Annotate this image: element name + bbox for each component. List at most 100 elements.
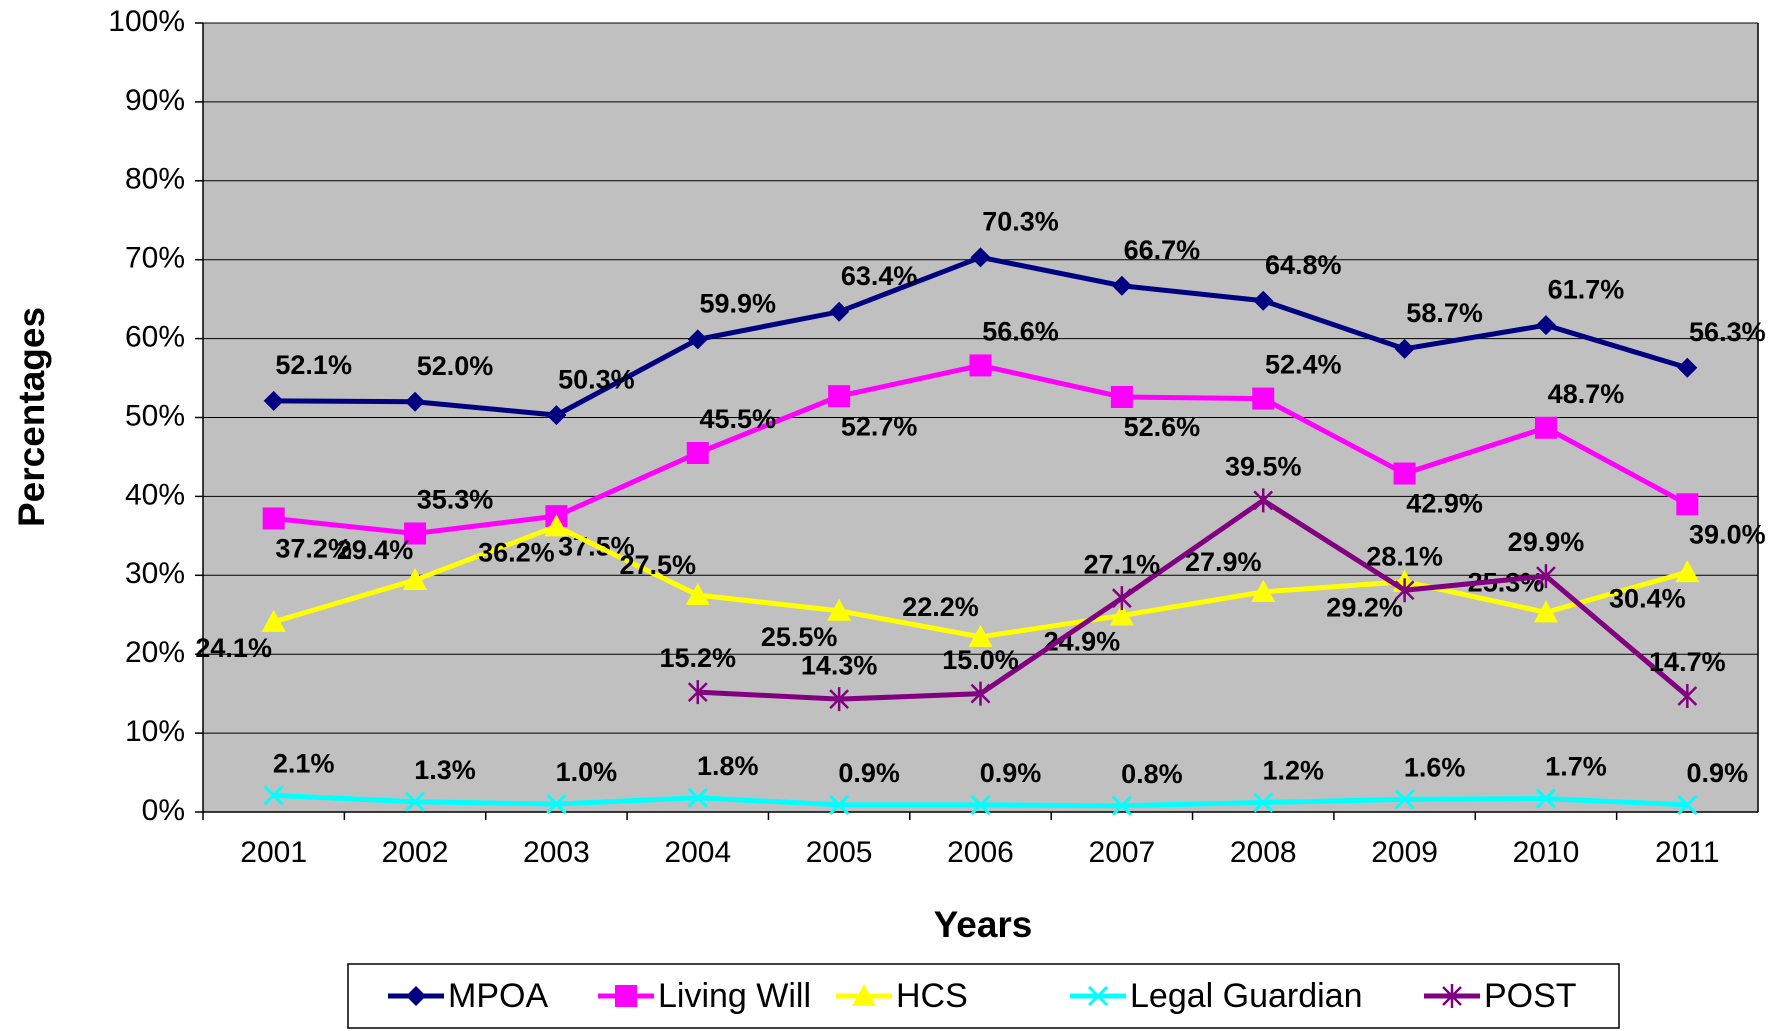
data-point (1252, 387, 1275, 410)
data-label: 1.2% (1262, 756, 1324, 786)
data-point (1675, 560, 1700, 583)
y-tick-label: 0% (142, 794, 185, 827)
data-label: 29.2% (1326, 593, 1403, 623)
data-point (1536, 564, 1556, 589)
legend-marker (615, 985, 637, 1007)
data-label: 52.4% (1265, 350, 1342, 380)
x-tick-label: 2004 (664, 836, 731, 869)
y-tick-label: 40% (125, 478, 185, 511)
data-label: 22.2% (902, 592, 979, 622)
data-label: 50.3% (558, 364, 635, 394)
data-point (687, 680, 708, 705)
legend-label: HCS (896, 977, 968, 1015)
data-point (829, 687, 850, 712)
data-point (262, 507, 285, 530)
data-point (1109, 603, 1134, 626)
data-label: 27.5% (619, 550, 696, 580)
data-point (970, 681, 991, 706)
data-point (970, 247, 991, 268)
legend-label: MPOA (448, 977, 548, 1015)
data-point (1677, 684, 1698, 709)
data-label: 36.2% (478, 538, 555, 568)
x-tick-label: 2008 (1230, 836, 1297, 869)
data-point (1677, 794, 1698, 815)
data-point (685, 583, 710, 606)
y-tick-label: 50% (125, 399, 185, 432)
data-label: 0.8% (1121, 759, 1183, 789)
data-label: 37.2% (275, 534, 352, 564)
y-axis-title: Percentages (11, 307, 52, 527)
data-label: 61.7% (1548, 274, 1625, 304)
data-label: 1.6% (1404, 753, 1466, 783)
data-point (686, 442, 709, 465)
data-label: 24.1% (195, 633, 272, 663)
data-point (969, 354, 992, 377)
legend-label: POST (1484, 977, 1577, 1015)
legend-label: Living Will (658, 977, 811, 1015)
data-point (1533, 600, 1558, 623)
data-label: 14.7% (1649, 647, 1726, 677)
data-point (1534, 416, 1557, 439)
data-label: 39.0% (1689, 519, 1766, 549)
data-label: 14.3% (801, 650, 878, 680)
y-tick-label: 30% (125, 557, 185, 590)
data-point (405, 391, 426, 412)
legend-marker (852, 984, 876, 1006)
data-point (1394, 578, 1415, 603)
data-label: 29.4% (337, 535, 414, 565)
data-label: 27.9% (1185, 547, 1262, 577)
data-point (1393, 462, 1416, 485)
data-point (1111, 795, 1132, 816)
data-label: 1.0% (556, 757, 618, 787)
data-label: 15.2% (659, 643, 736, 673)
data-point (404, 522, 427, 545)
data-point (263, 390, 284, 411)
y-tick-label: 20% (125, 636, 185, 669)
x-tick-label: 2003 (523, 836, 590, 869)
data-point (1677, 357, 1698, 378)
data-label: 28.1% (1366, 541, 1443, 571)
x-tick-label: 2009 (1371, 836, 1438, 869)
data-label: 56.3% (1689, 317, 1766, 347)
data-label: 64.8% (1265, 250, 1342, 280)
data-point (968, 624, 993, 647)
data-point (546, 794, 567, 815)
data-point (403, 568, 428, 591)
data-point (404, 791, 426, 812)
data-label: 63.4% (841, 261, 918, 291)
data-label: 25.5% (761, 622, 838, 652)
data-label: 52.0% (417, 351, 494, 381)
data-point (827, 598, 852, 621)
data-point (1394, 789, 1415, 810)
data-point (261, 609, 286, 632)
data-label: 45.5% (699, 404, 776, 434)
data-point (1111, 275, 1132, 296)
data-label: 29.9% (1508, 527, 1585, 557)
legend-marker (1087, 985, 1109, 1007)
data-point (263, 785, 284, 806)
data-point (1253, 290, 1274, 311)
data-point (1253, 792, 1274, 813)
data-label: 27.1% (1084, 549, 1161, 579)
data-label: 1.8% (697, 751, 759, 781)
data-point (970, 794, 991, 815)
data-point (544, 514, 569, 537)
data-point (1111, 586, 1132, 611)
data-label: 0.9% (1687, 758, 1749, 788)
data-label: 0.9% (980, 758, 1042, 788)
data-point (687, 329, 708, 350)
data-label: 58.7% (1406, 298, 1483, 328)
legend-marker (1442, 984, 1462, 1008)
data-label: 52.1% (275, 350, 352, 380)
data-label: 35.3% (417, 485, 494, 515)
data-label: 42.9% (1406, 489, 1483, 519)
x-tick-label: 2011 (1655, 836, 1720, 869)
x-tick-label: 2001 (240, 836, 307, 869)
legend (347, 963, 1620, 1029)
y-tick-label: 10% (125, 715, 185, 748)
data-label: 52.7% (841, 411, 918, 441)
data-label: 56.6% (982, 317, 1059, 347)
x-tick-label: 2002 (382, 836, 449, 869)
y-tick-label: 90% (125, 84, 185, 117)
